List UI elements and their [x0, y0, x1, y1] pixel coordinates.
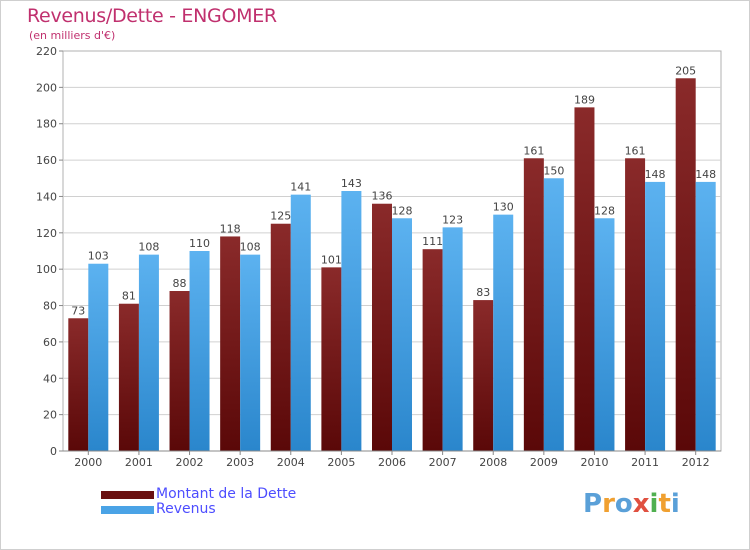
data-label-debt: 189: [574, 93, 595, 106]
y-tick-label: 220: [36, 45, 57, 58]
x-tick-label: 2002: [176, 456, 204, 469]
bar-debt: [422, 249, 443, 451]
y-tick-label: 160: [36, 154, 57, 167]
x-tick-label: 2006: [378, 456, 406, 469]
data-label-debt: 125: [270, 210, 291, 223]
y-tick-label: 100: [36, 263, 57, 276]
logo-letter: i: [670, 489, 680, 519]
bar-debt: [220, 236, 241, 451]
y-tick-label: 60: [43, 336, 57, 349]
y-tick-label: 20: [43, 409, 57, 422]
logo-letter: o: [614, 489, 633, 519]
y-tick-label: 120: [36, 227, 57, 240]
x-tick-label: 2005: [327, 456, 355, 469]
legend-swatch-revenue: [101, 506, 154, 514]
data-label-revenue: 148: [645, 168, 666, 181]
y-tick-label: 80: [43, 300, 57, 313]
y-tick-label: 40: [43, 372, 57, 385]
data-label-revenue: 103: [88, 250, 109, 263]
y-tick-label: 200: [36, 81, 57, 94]
bar-revenue: [88, 263, 109, 451]
data-label-revenue: 130: [493, 201, 514, 214]
x-tick-label: 2003: [226, 456, 254, 469]
logo-letter: P: [583, 489, 603, 519]
x-tick-label: 2012: [682, 456, 710, 469]
data-label-revenue: 110: [189, 237, 210, 250]
y-tick-label: 140: [36, 190, 57, 203]
data-label-revenue: 108: [240, 241, 261, 254]
bar-revenue: [695, 181, 716, 451]
data-label-debt: 161: [625, 144, 646, 157]
x-tick-label: 2010: [580, 456, 608, 469]
legend-swatch-debt: [101, 491, 154, 499]
bar-debt: [625, 158, 646, 452]
data-label-debt: 81: [122, 290, 136, 303]
y-tick-label: 180: [36, 118, 57, 131]
data-label-debt: 88: [173, 277, 187, 290]
data-label-debt: 83: [476, 286, 490, 299]
logo-letter: x: [632, 489, 650, 519]
bar-debt: [473, 300, 494, 451]
bar-debt: [68, 318, 89, 451]
data-label-revenue: 148: [695, 168, 716, 181]
legend-label-debt: Montant de la Dette: [156, 486, 297, 502]
data-label-revenue: 128: [392, 204, 413, 217]
x-tick-label: 2000: [74, 456, 102, 469]
data-label-debt: 136: [372, 190, 393, 203]
data-label-debt: 118: [220, 222, 241, 235]
bar-debt: [169, 291, 190, 451]
bar-revenue: [290, 194, 311, 452]
data-label-debt: 73: [71, 304, 85, 317]
x-tick-label: 2007: [429, 456, 457, 469]
data-label-debt: 101: [321, 253, 342, 266]
legend-label-revenue: Revenus: [156, 501, 216, 517]
bar-debt: [270, 223, 291, 451]
x-tick-label: 2008: [479, 456, 507, 469]
bar-revenue: [645, 181, 666, 451]
data-label-revenue: 143: [341, 177, 362, 190]
data-label-revenue: 123: [442, 213, 463, 226]
bar-debt: [675, 78, 696, 451]
bar-debt: [574, 107, 595, 451]
bar-debt: [321, 267, 342, 451]
data-label-debt: 205: [675, 64, 696, 77]
data-label-revenue: 108: [138, 241, 159, 254]
data-label-debt: 161: [523, 144, 544, 157]
x-tick-label: 2001: [125, 456, 153, 469]
bar-revenue: [392, 218, 412, 451]
data-label-revenue: 150: [543, 164, 564, 177]
x-tick-label: 2009: [530, 456, 558, 469]
bar-revenue: [138, 254, 159, 451]
bar-debt: [372, 203, 392, 451]
x-tick-label: 2011: [631, 456, 659, 469]
logo-letter: i: [649, 489, 659, 519]
bar-debt: [523, 158, 544, 452]
bar-revenue: [189, 251, 210, 451]
bar-revenue: [543, 178, 564, 452]
bar-revenue: [442, 227, 463, 451]
bar-revenue: [341, 191, 362, 451]
data-label-revenue: 141: [290, 181, 311, 194]
logo-letter: r: [602, 489, 615, 519]
bar-revenue: [240, 254, 261, 451]
bar-debt: [118, 303, 139, 451]
logo-letter: t: [658, 489, 671, 519]
proxiti-logo: Proxiti: [583, 489, 680, 519]
data-label-revenue: 128: [594, 204, 615, 217]
y-tick-label: 0: [50, 445, 57, 458]
x-tick-label: 2004: [277, 456, 305, 469]
data-label-debt: 111: [422, 235, 443, 248]
bar-revenue: [493, 214, 514, 451]
bar-revenue: [594, 218, 615, 451]
chart-subtitle: (en milliers d'€): [29, 29, 116, 42]
chart-title: Revenus/Dette - ENGOMER: [27, 5, 277, 27]
